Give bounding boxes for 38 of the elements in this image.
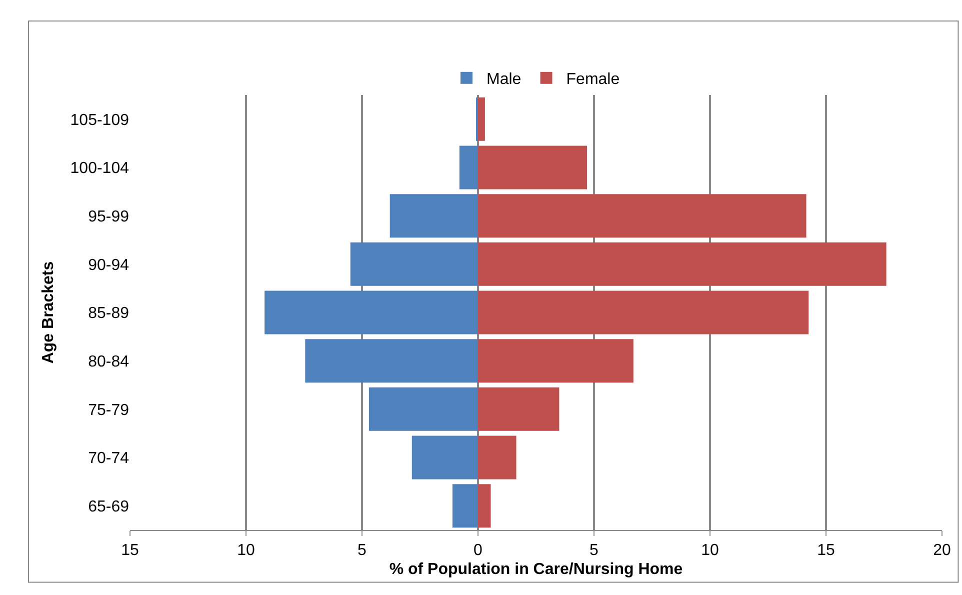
- y-tick-label: 80-84: [88, 353, 130, 370]
- x-axis-title: % of Population in Care/Nursing Home: [389, 560, 683, 578]
- bar: [478, 436, 516, 480]
- y-tick-label: 85-89: [88, 305, 130, 322]
- y-tick-label: 90-94: [88, 256, 130, 274]
- bar: [350, 242, 478, 286]
- y-tick-label: 65-69: [88, 498, 130, 516]
- x-tick-label: 10: [237, 542, 255, 560]
- bar: [478, 387, 560, 431]
- y-axis-title: Age Brackets: [40, 261, 58, 364]
- bar: [478, 194, 806, 238]
- y-tick-label: 100-104: [70, 160, 130, 178]
- x-tick-label: 20: [933, 542, 951, 560]
- x-tick-label: 5: [358, 542, 367, 560]
- bar: [478, 242, 886, 286]
- x-tick-label: 15: [121, 542, 139, 560]
- bar: [452, 484, 478, 528]
- x-tick-label: 10: [701, 542, 719, 560]
- bar: [305, 339, 478, 383]
- legend-label: Female: [566, 71, 620, 88]
- y-tick-label: 105-109: [70, 112, 130, 129]
- x-tick-label: 5: [590, 542, 599, 560]
- y-tick-label: 70-74: [88, 450, 130, 468]
- bar: [478, 339, 634, 383]
- x-tick-label: 0: [474, 542, 483, 560]
- bar: [264, 290, 478, 334]
- y-tick-label: 95-99: [88, 208, 130, 226]
- bar: [368, 387, 478, 431]
- bar: [478, 146, 588, 190]
- legend-label: Male: [486, 71, 522, 88]
- bar: [478, 484, 491, 528]
- bar: [478, 290, 809, 334]
- bar: [478, 97, 485, 141]
- bar: [459, 146, 478, 190]
- bar: [412, 436, 478, 480]
- y-tick-label: 75-79: [88, 402, 130, 419]
- x-tick-label: 15: [817, 542, 835, 560]
- bar: [390, 194, 478, 238]
